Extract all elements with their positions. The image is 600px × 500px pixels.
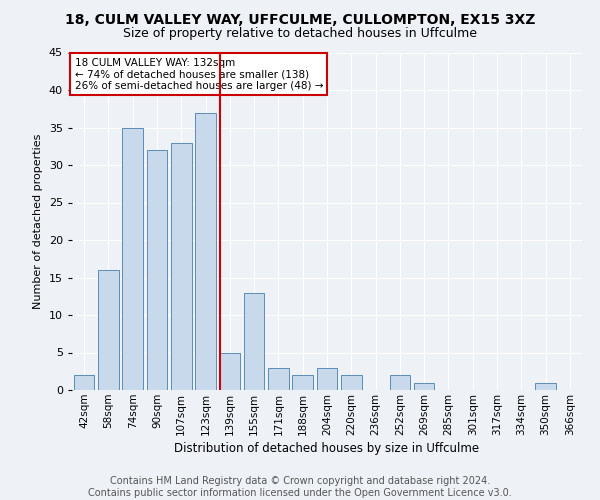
Text: Contains HM Land Registry data © Crown copyright and database right 2024.
Contai: Contains HM Land Registry data © Crown c… [88,476,512,498]
Text: 18 CULM VALLEY WAY: 132sqm
← 74% of detached houses are smaller (138)
26% of sem: 18 CULM VALLEY WAY: 132sqm ← 74% of deta… [74,58,323,91]
X-axis label: Distribution of detached houses by size in Uffculme: Distribution of detached houses by size … [175,442,479,455]
Bar [146,150,167,390]
Bar [414,382,434,390]
Bar [535,382,556,390]
Bar [171,142,191,390]
Bar [268,368,289,390]
Text: 18, CULM VALLEY WAY, UFFCULME, CULLOMPTON, EX15 3XZ: 18, CULM VALLEY WAY, UFFCULME, CULLOMPTO… [65,12,535,26]
Bar [341,375,362,390]
Bar [74,375,94,390]
Bar [220,352,240,390]
Text: Size of property relative to detached houses in Uffculme: Size of property relative to detached ho… [123,28,477,40]
Bar [195,112,216,390]
Y-axis label: Number of detached properties: Number of detached properties [33,134,43,309]
Bar [98,270,119,390]
Bar [122,128,143,390]
Bar [292,375,313,390]
Bar [389,375,410,390]
Bar [317,368,337,390]
Bar [244,292,265,390]
